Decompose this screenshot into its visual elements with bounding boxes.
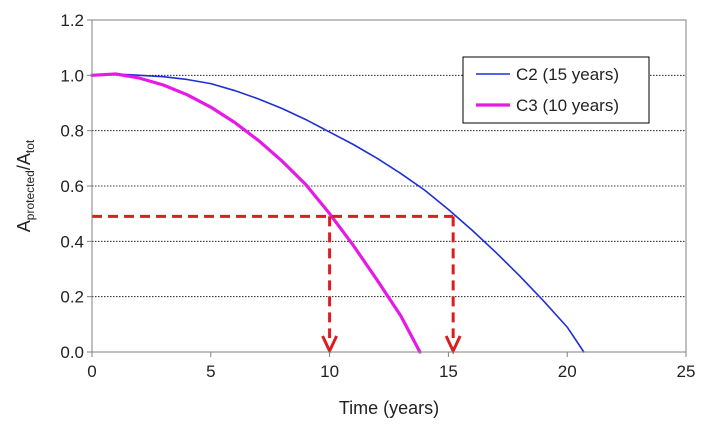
y-axis-title-sub1: protected	[23, 170, 37, 220]
legend: C2 (15 years) C3 (10 years)	[462, 56, 650, 124]
y-tick-label: 0.0	[60, 343, 84, 362]
series-line-1	[90, 72, 422, 354]
series-line-0	[91, 73, 585, 353]
gridlines	[92, 74, 686, 298]
y-axis-ticks: 0.0 0.2 0.4 0.6 0.8 1.0 1.2	[60, 11, 92, 362]
x-tick-label: 25	[677, 362, 696, 381]
y-tick-label: 1.2	[60, 11, 84, 30]
x-tick-label: 5	[206, 362, 215, 381]
y-tick-label: 0.4	[60, 232, 84, 251]
y-axis-title: Aprotected/Atot	[14, 139, 37, 232]
y-tick-label: 0.8	[60, 122, 84, 141]
legend-label-c2: C2 (15 years)	[516, 65, 619, 84]
x-tick-label: 0	[87, 362, 96, 381]
y-axis-title-main: A	[14, 220, 34, 232]
x-tick-label: 15	[439, 362, 458, 381]
y-tick-label: 1.0	[60, 66, 84, 85]
annotation-layer	[92, 214, 462, 355]
x-axis-title: Time (years)	[339, 398, 439, 418]
arrow-head	[321, 335, 338, 355]
x-tick-label: 10	[320, 362, 339, 381]
y-axis-title-sub2: tot	[23, 139, 37, 153]
x-axis-ticks: 0 5 10 15 20 25	[87, 352, 695, 381]
arrow-head	[444, 335, 462, 355]
y-tick-label: 0.2	[60, 288, 84, 307]
series-layer	[90, 72, 585, 354]
y-tick-label: 0.6	[60, 177, 84, 196]
y-axis-title-slash: /A	[14, 153, 34, 170]
legend-box	[462, 56, 650, 124]
legend-label-c3: C3 (10 years)	[516, 96, 619, 115]
x-tick-label: 20	[558, 362, 577, 381]
